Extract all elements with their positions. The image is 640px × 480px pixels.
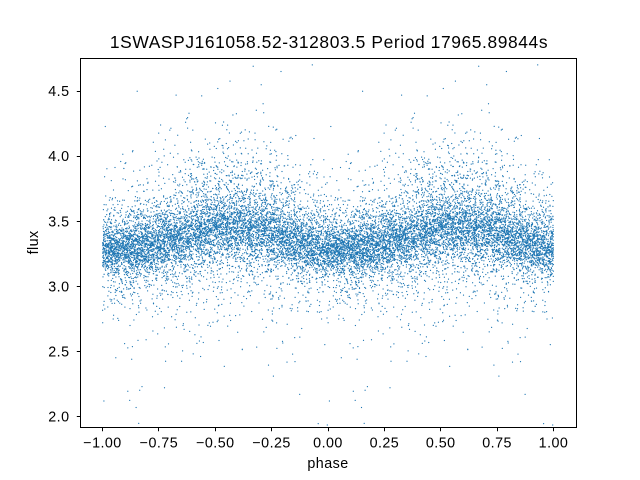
svg-text:2.0: 2.0	[48, 410, 69, 426]
svg-text:3.0: 3.0	[48, 279, 69, 295]
svg-text:−1.00: −1.00	[83, 436, 121, 452]
svg-text:flux: flux	[26, 230, 42, 254]
svg-text:0.00: 0.00	[313, 436, 343, 452]
svg-text:−0.75: −0.75	[140, 436, 178, 452]
svg-text:−0.25: −0.25	[252, 436, 290, 452]
svg-text:0.75: 0.75	[482, 436, 512, 452]
svg-text:phase: phase	[307, 456, 348, 472]
svg-text:0.50: 0.50	[426, 436, 456, 452]
svg-text:−0.50: −0.50	[196, 436, 234, 452]
svg-text:4.5: 4.5	[48, 84, 69, 100]
svg-text:0.25: 0.25	[370, 436, 400, 452]
svg-text:3.5: 3.5	[48, 214, 69, 230]
svg-text:1SWASPJ161058.52-312803.5 Peri: 1SWASPJ161058.52-312803.5 Period 17965.8…	[110, 32, 548, 52]
svg-text:2.5: 2.5	[48, 345, 69, 361]
svg-text:4.0: 4.0	[48, 149, 69, 165]
svg-text:1.00: 1.00	[539, 436, 569, 452]
